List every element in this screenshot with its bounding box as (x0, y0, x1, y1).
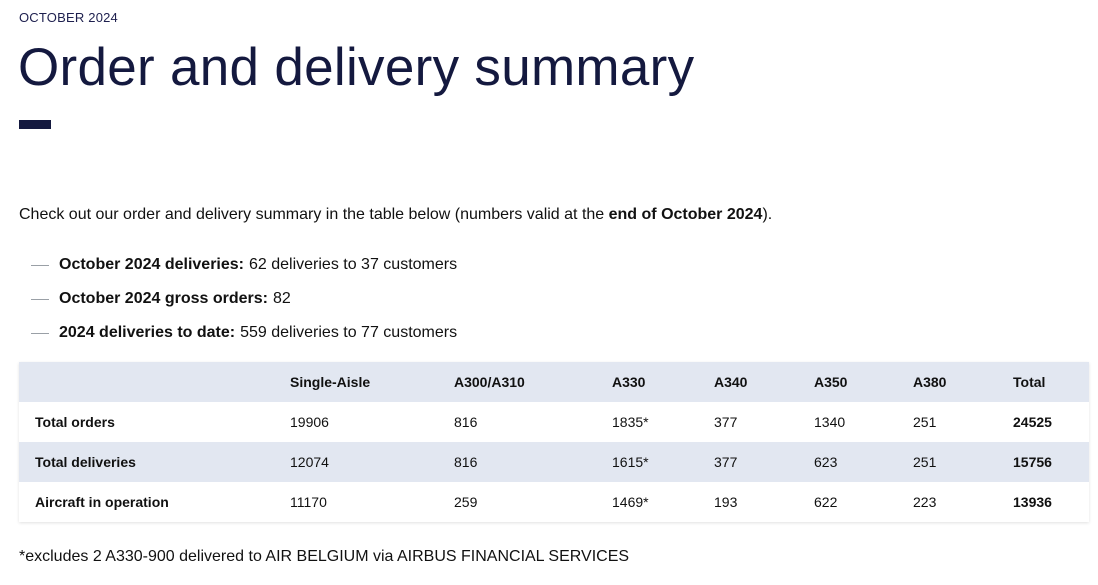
column-header: A300/A310 (454, 374, 525, 390)
footnote: *excludes 2 A330-900 delivered to AIR BE… (19, 548, 630, 565)
table-row: Total orders 19906 816 1835* 377 1340 25… (19, 402, 1089, 442)
row-label: Aircraft in operation (35, 494, 169, 510)
bullet-label: October 2024 deliveries: (59, 256, 244, 273)
table-cell: 1835* (612, 414, 649, 430)
table-cell: 259 (454, 494, 478, 510)
dash-icon (31, 264, 49, 266)
table-cell: 251 (913, 414, 937, 430)
table-cell: 11170 (290, 494, 327, 510)
column-header (19, 362, 290, 402)
table-row: Total deliveries 12074 816 1615* 377 623… (19, 442, 1089, 482)
column-header: A330 (612, 374, 646, 390)
table-cell: 1615* (612, 454, 649, 470)
table-cell: 223 (913, 494, 937, 510)
list-item: October 2024 deliveries: 62 deliveries t… (31, 248, 457, 282)
dash-icon (31, 298, 49, 300)
table-header-row: Single-Aisle A300/A310 A330 A340 A350 A3… (19, 362, 1089, 402)
table-row: Aircraft in operation 11170 259 1469* 19… (19, 482, 1089, 522)
row-label: Total deliveries (35, 454, 136, 470)
column-header: A350 (814, 374, 848, 390)
table-cell: 12074 (290, 454, 329, 470)
bullet-label: October 2024 gross orders: (59, 290, 268, 307)
column-header: Total (1013, 374, 1046, 390)
table-cell: 251 (913, 454, 937, 470)
dash-icon (31, 332, 49, 334)
table-cell: 1340 (814, 414, 846, 430)
list-item: October 2024 gross orders: 82 (31, 282, 457, 316)
bullet-value: 62 deliveries to 37 customers (248, 256, 458, 273)
total-cell: 24525 (1013, 414, 1052, 430)
bullet-value: 559 deliveries to 77 customers (240, 324, 458, 341)
bullet-value: 82 (272, 290, 291, 307)
total-cell: 15756 (1013, 454, 1052, 470)
table-cell: 377 (714, 454, 738, 470)
date-eyebrow: OCTOBER 2024 (19, 10, 118, 25)
column-header: A380 (913, 374, 947, 390)
title-accent-bar (19, 120, 51, 129)
table-cell: 193 (714, 494, 738, 510)
table-cell: 623 (814, 454, 838, 470)
row-label: Total orders (35, 414, 115, 430)
bullet-label: 2024 deliveries to date: (59, 324, 236, 341)
highlights-list: October 2024 deliveries: 62 deliveries t… (31, 248, 457, 350)
page-title: Order and delivery summary (18, 38, 695, 97)
table-cell: 19906 (290, 414, 329, 430)
total-cell: 13936 (1013, 494, 1052, 510)
table-cell: 816 (454, 414, 478, 430)
table-cell: 1469* (612, 494, 649, 510)
intro-after: ). (762, 206, 773, 223)
intro-text: Check out our order and delivery summary… (19, 206, 772, 224)
table-cell: 816 (454, 454, 478, 470)
list-item: 2024 deliveries to date: 559 deliveries … (31, 316, 457, 350)
table-cell: 622 (814, 494, 838, 510)
intro-emphasis: end of October 2024 (608, 206, 763, 223)
intro-before: Check out our order and delivery summary… (19, 206, 609, 223)
column-header: Single-Aisle (290, 374, 371, 390)
summary-table: Single-Aisle A300/A310 A330 A340 A350 A3… (19, 362, 1089, 522)
table-cell: 377 (714, 414, 738, 430)
column-header: A340 (714, 374, 748, 390)
